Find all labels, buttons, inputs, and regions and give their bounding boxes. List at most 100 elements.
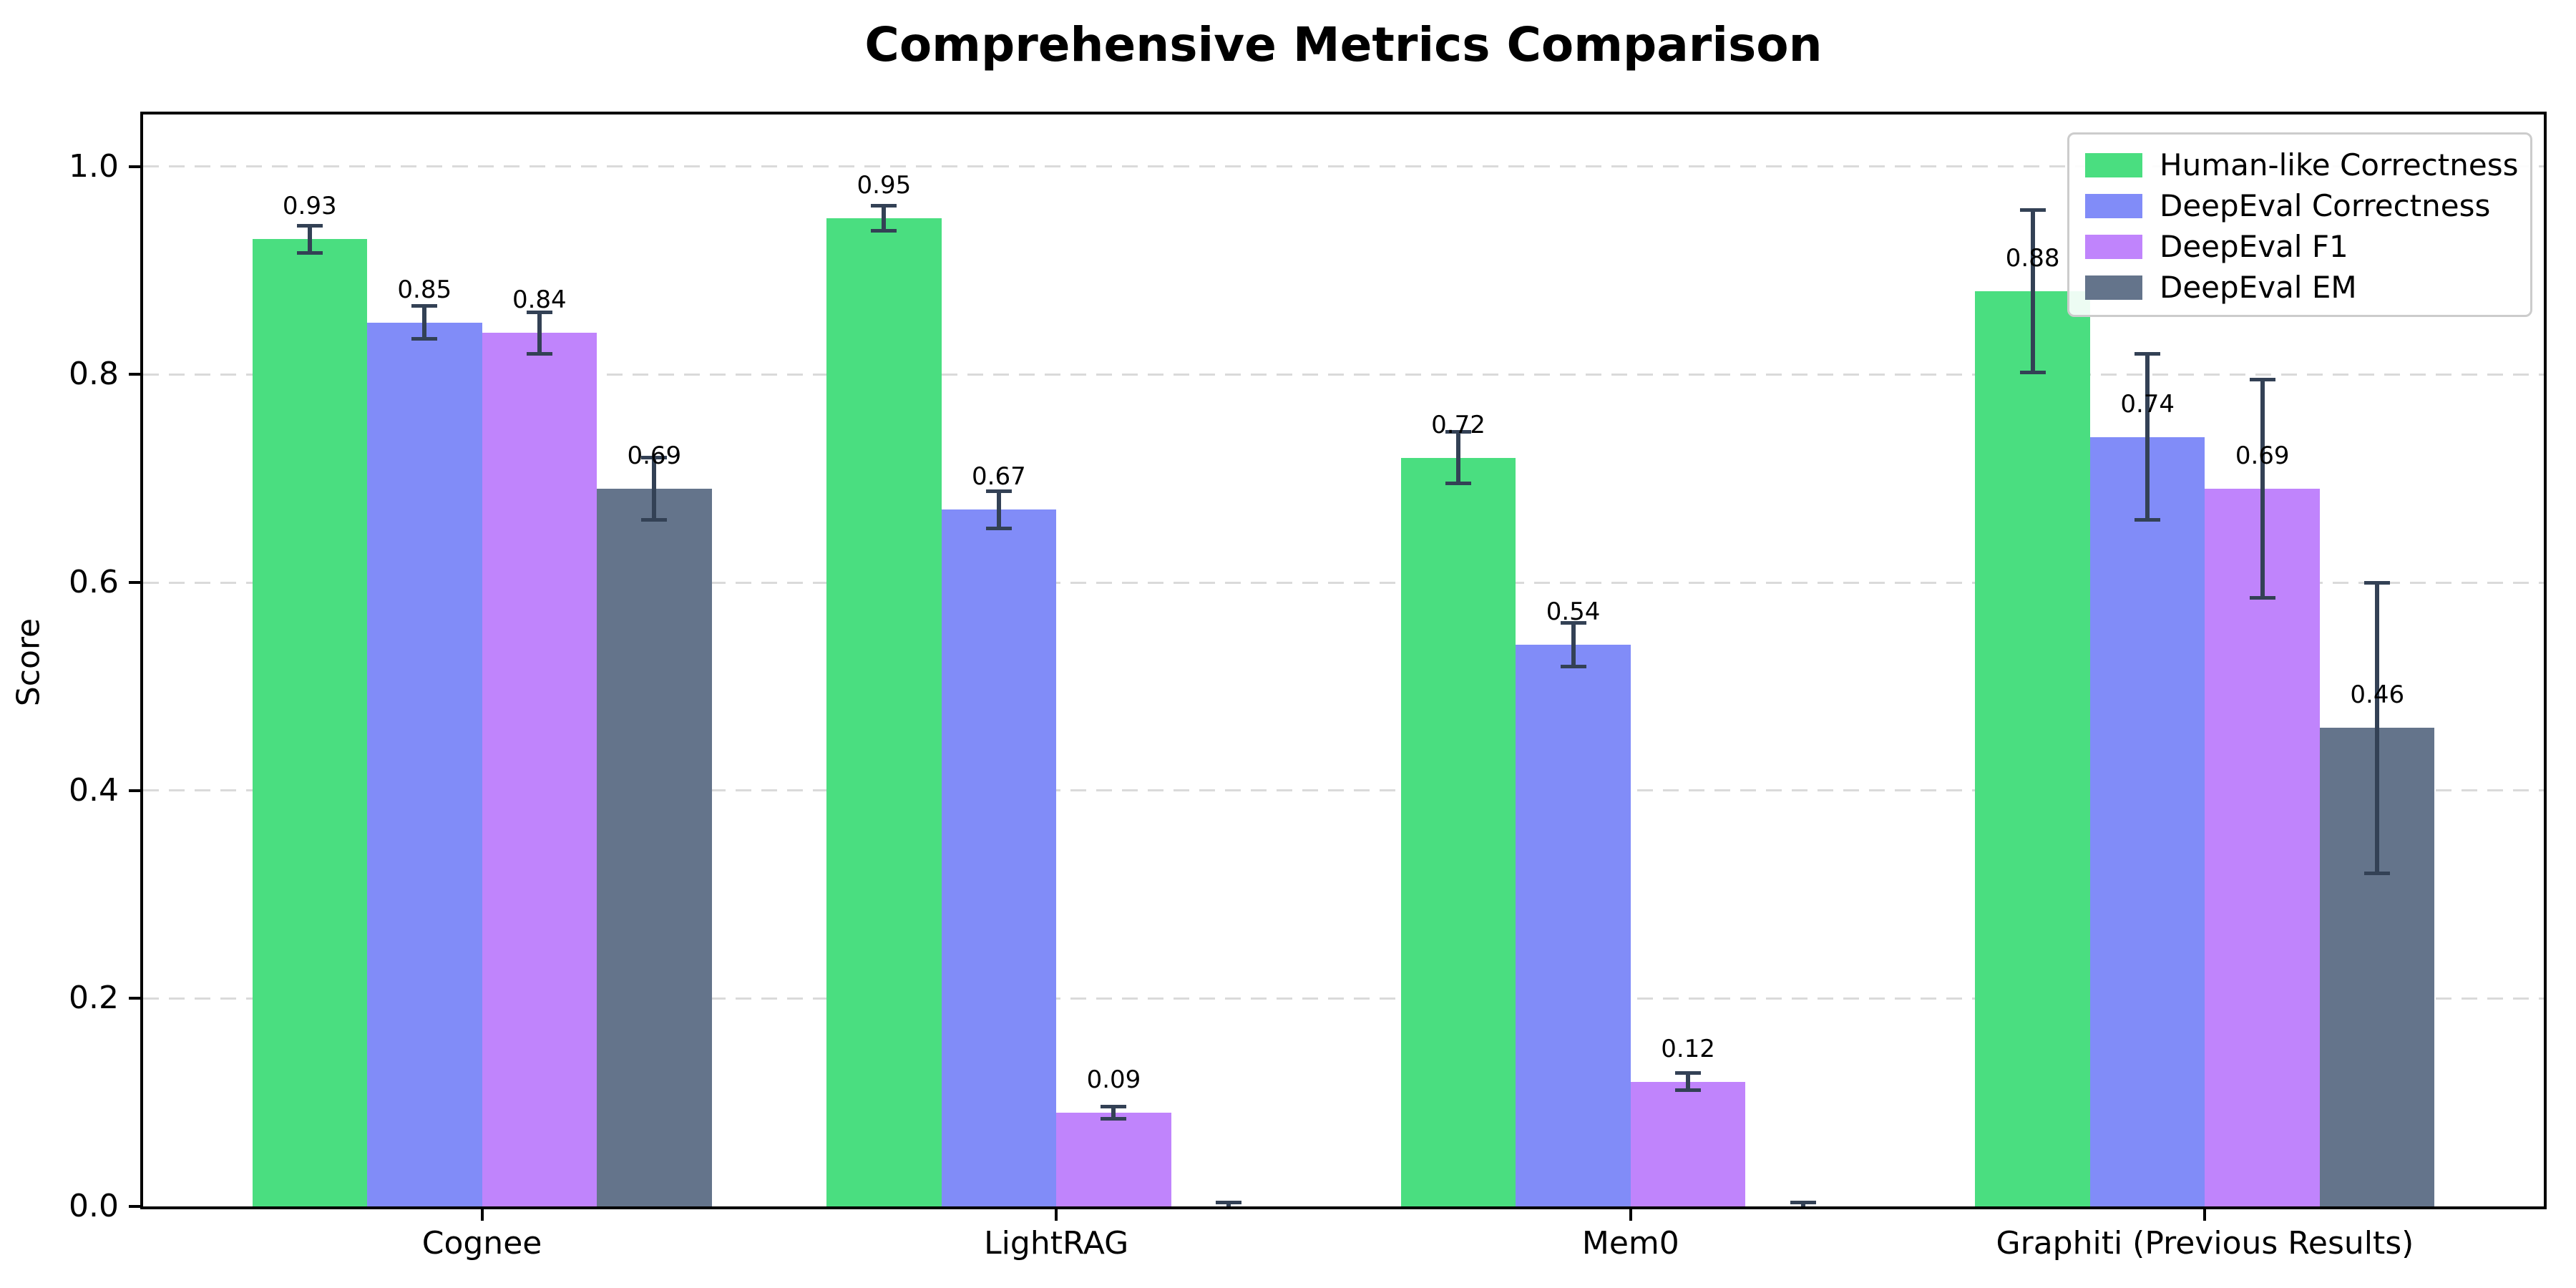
y-tick-mark-5 <box>129 165 143 168</box>
errorbar-cap-series0-cat1-0 <box>871 204 897 208</box>
errorbar-line-series0-cat3 <box>2030 210 2035 373</box>
bar-value-label-series2-cat2: 0.12 <box>1661 1034 1715 1063</box>
errorbar-cap-series1-cat2-1 <box>1560 665 1586 669</box>
errorbar-cap-series2-cat1-0 <box>1101 1104 1127 1108</box>
gridline-y-0.4 <box>143 789 2544 792</box>
chart-title: Comprehensive Metrics Comparison <box>864 17 1823 72</box>
bar-value-label-series0-cat2: 0.72 <box>1431 410 1485 439</box>
bar-value-label-series0-cat3: 0.88 <box>2005 244 2060 273</box>
errorbar-cap-series1-cat1-1 <box>985 526 1012 530</box>
errorbar-cap-series2-cat0-1 <box>526 351 552 356</box>
errorbar-line-series3-cat0 <box>652 457 657 520</box>
gridline-y-0.8 <box>143 373 2544 376</box>
y-tick-mark-2 <box>129 789 143 792</box>
errorbar-cap-series2-cat2-1 <box>1675 1088 1702 1092</box>
errorbar-cap-series3-cat3-1 <box>2364 872 2391 876</box>
bar-series0-cat3 <box>1975 291 2090 1206</box>
bar-series1-cat3 <box>2089 436 2205 1206</box>
errorbar-cap-series1-cat3-0 <box>2135 351 2161 356</box>
bar-series0-cat2 <box>1400 457 1516 1206</box>
bar-series3-cat0 <box>597 489 712 1206</box>
errorbar-cap-series3-cat1-0 <box>1215 1200 1241 1204</box>
errorbar-line-series2-cat3 <box>2260 379 2265 598</box>
errorbar-cap-series2-cat3-1 <box>2249 596 2275 600</box>
bar-series2-cat1 <box>1056 1113 1171 1206</box>
legend-swatch-1 <box>2085 193 2142 218</box>
bar-value-label-series3-cat3: 0.46 <box>2350 680 2405 710</box>
y-tick-label-5: 1.0 <box>69 147 119 185</box>
bar-value-label-series0-cat0: 0.93 <box>282 192 337 221</box>
errorbar-cap-series3-cat2-0 <box>1790 1200 1816 1204</box>
bar-value-label-series2-cat1: 0.09 <box>1086 1065 1141 1095</box>
errorbar-line-series0-cat1 <box>882 205 887 231</box>
legend-item-1: DeepEval Correctness <box>2085 185 2530 226</box>
legend-swatch-3 <box>2085 275 2142 300</box>
errorbar-line-series2-cat2 <box>1686 1073 1691 1091</box>
errorbar-cap-series2-cat1-1 <box>1101 1117 1127 1121</box>
errorbar-cap-series2-cat3-0 <box>2249 378 2275 382</box>
errorbar-cap-series0-cat0-0 <box>296 224 323 228</box>
errorbar-cap-series0-cat0-1 <box>296 250 323 255</box>
legend: Human-like Correctness DeepEval Correctne… <box>2067 132 2532 317</box>
bar-value-label-series1-cat3: 0.74 <box>2120 389 2175 419</box>
errorbar-cap-series1-cat3-1 <box>2135 518 2161 522</box>
legend-label-1: DeepEval Correctness <box>2160 188 2491 223</box>
errorbar-cap-series0-cat3-0 <box>2019 208 2046 213</box>
x-tick-mark-0 <box>480 1209 484 1221</box>
x-tick-mark-1 <box>1055 1209 1058 1221</box>
y-tick-label-3: 0.6 <box>69 564 119 600</box>
x-tick-mark-3 <box>2203 1209 2207 1221</box>
errorbar-line-series2-cat0 <box>537 312 542 354</box>
y-tick-mark-0 <box>129 1205 143 1208</box>
x-tick-mark-2 <box>1629 1209 1632 1221</box>
errorbar-cap-series1-cat1-0 <box>985 489 1012 493</box>
legend-label-3: DeepEval EM <box>2160 270 2357 305</box>
legend-label-0: Human-like Correctness <box>2160 147 2519 182</box>
errorbar-cap-series1-cat0-1 <box>411 337 438 341</box>
gridline-y-0.6 <box>143 581 2544 584</box>
errorbar-line-series1-cat2 <box>1571 623 1576 667</box>
bar-value-label-series1-cat2: 0.54 <box>1546 597 1601 627</box>
gridline-y-1 <box>143 165 2544 168</box>
errorbar-line-series1-cat0 <box>422 306 427 339</box>
bar-value-label-series1-cat0: 0.85 <box>397 275 452 304</box>
x-tick-label-2: Mem0 <box>1581 1225 1679 1262</box>
x-tick-label-0: Cognee <box>421 1225 542 1262</box>
bar-value-label-series0-cat1: 0.95 <box>857 171 912 200</box>
legend-swatch-2 <box>2085 234 2142 259</box>
y-tick-label-4: 0.8 <box>69 356 119 393</box>
gridline-y-0.2 <box>143 997 2544 1000</box>
errorbar-line-series1-cat3 <box>2145 353 2150 520</box>
bar-series1-cat1 <box>941 509 1057 1206</box>
errorbar-line-series0-cat2 <box>1456 431 1461 484</box>
x-tick-label-3: Graphiti (Previous Results) <box>1996 1225 2414 1262</box>
errorbar-cap-series3-cat0-0 <box>641 456 668 460</box>
errorbar-cap-series0-cat3-1 <box>2019 370 2046 374</box>
errorbar-cap-series0-cat2-0 <box>1445 429 1472 434</box>
y-tick-mark-1 <box>129 997 143 1000</box>
errorbar-cap-series3-cat3-0 <box>2364 580 2391 585</box>
bar-series1-cat2 <box>1516 645 1631 1206</box>
bar-series2-cat3 <box>2205 489 2320 1206</box>
bar-value-label-series3-cat0: 0.69 <box>627 441 682 471</box>
errorbar-line-series3-cat1 <box>1226 1202 1231 1206</box>
y-tick-label-1: 0.2 <box>69 980 119 1017</box>
errorbar-line-series3-cat2 <box>1800 1202 1805 1206</box>
bar-series0-cat1 <box>826 218 942 1206</box>
bar-series2-cat2 <box>1630 1081 1746 1206</box>
errorbar-line-series3-cat3 <box>2375 582 2380 874</box>
legend-swatch-0 <box>2085 152 2142 177</box>
y-axis-title: Score <box>10 618 47 707</box>
y-tick-label-0: 0.0 <box>69 1188 119 1224</box>
errorbar-cap-series1-cat0-0 <box>411 303 438 308</box>
errorbar-line-series0-cat0 <box>307 225 312 253</box>
errorbar-cap-series0-cat2-1 <box>1445 482 1472 486</box>
errorbar-cap-series3-cat0-1 <box>641 518 668 522</box>
y-tick-label-2: 0.4 <box>69 771 119 809</box>
bar-series1-cat0 <box>367 322 482 1206</box>
x-tick-label-1: LightRAG <box>984 1225 1129 1262</box>
legend-item-0: Human-like Correctness <box>2085 145 2530 185</box>
bar-value-label-series2-cat3: 0.69 <box>2235 441 2290 471</box>
errorbar-cap-series0-cat1-1 <box>871 229 897 233</box>
